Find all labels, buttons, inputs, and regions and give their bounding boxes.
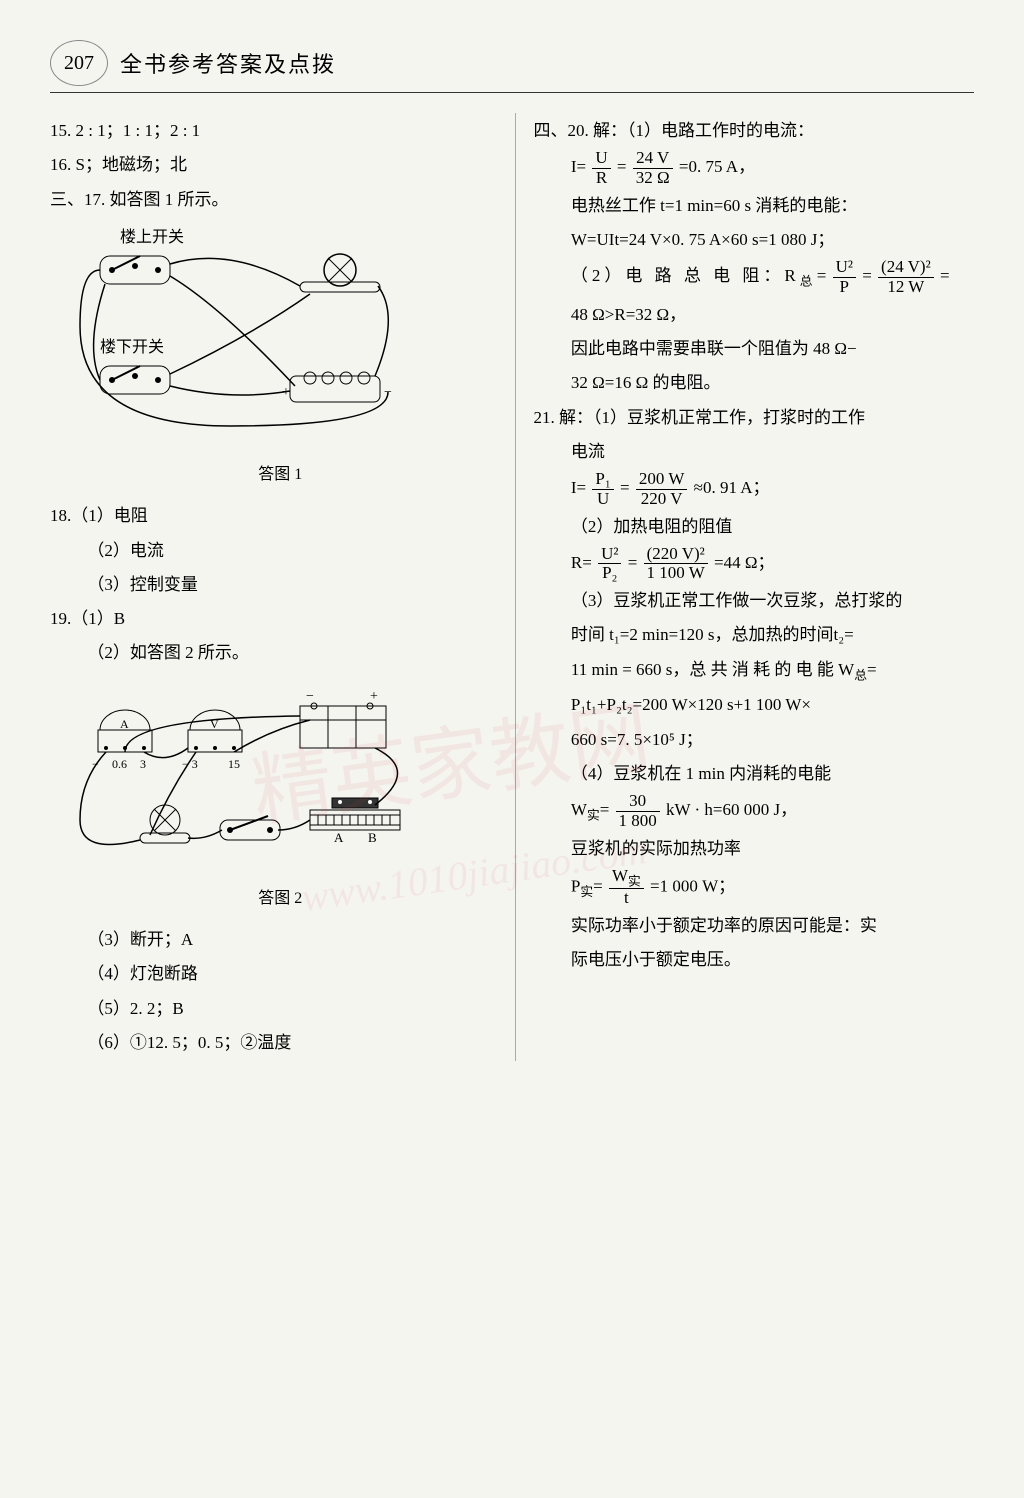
- rheostat-terminal-b: B: [368, 830, 377, 845]
- answer-17: 三、17. 如答图 1 所示。: [50, 184, 491, 216]
- formula-lhs: I=: [571, 157, 586, 176]
- text-line: 因此电路中需要串联一个阻值为 48 Ω−: [534, 333, 975, 365]
- fraction-icon: U²P: [833, 258, 856, 296]
- meter-scale-3: 3: [140, 757, 146, 771]
- answer-15: 15. 2 : 1；1 : 1；2 : 1: [50, 115, 491, 147]
- answer-18-2: （2）电流: [50, 535, 491, 567]
- text-line: （4）豆浆机在 1 min 内消耗的电能: [534, 758, 975, 790]
- formula-20-1: I= UR = 24 V32 Ω =0. 75 A，: [534, 149, 975, 187]
- page-number: 207: [50, 40, 108, 86]
- formula-rhs: =0. 75 A，: [679, 157, 755, 176]
- battery-minus: −: [306, 689, 314, 704]
- header: 207 全书参考答案及点拨: [50, 40, 974, 93]
- fraction-icon: 301 800: [616, 792, 660, 830]
- formula-21-4: P实= W实 t =1 000 W；: [534, 867, 975, 908]
- text-line: 电流: [534, 436, 975, 468]
- svg-text:A: A: [120, 717, 129, 731]
- rheostat-terminal-a: A: [334, 830, 344, 845]
- label-downstairs-switch: 楼下开关: [100, 338, 164, 356]
- fraction-icon: P₁U: [592, 470, 613, 508]
- answer-19-3: （3）断开；A: [50, 924, 491, 956]
- circuit-diagram-1: 楼上开关 楼下开关: [70, 226, 410, 456]
- answer-21-1: 21. 解：（1）豆浆机正常工作，打浆时的工作: [534, 402, 975, 434]
- fraction-icon: W实 t: [609, 867, 644, 908]
- answer-19-4: （4）灯泡断路: [50, 958, 491, 990]
- answer-19-6: （6）①12. 5；0. 5；②温度: [50, 1027, 491, 1059]
- meter-scale-15: 15: [228, 757, 240, 771]
- text-line: 660 s=7. 5×10⁵ J；: [534, 724, 975, 756]
- fraction-icon: UR: [592, 149, 610, 187]
- fraction-icon: (220 V)²1 100 W: [644, 545, 708, 583]
- meter-scale-0.6: 0.6: [112, 757, 127, 771]
- text-line: 际电压小于额定电压。: [534, 944, 975, 976]
- fraction-icon: 24 V32 Ω: [633, 149, 673, 187]
- text-line: 32 Ω=16 Ω 的电阻。: [534, 367, 975, 399]
- fraction-icon: (24 V)²12 W: [878, 258, 934, 296]
- answer-19-2: （2）如答图 2 所示。: [50, 637, 491, 669]
- formula-text: （2）电 路 总 电 阻：R: [571, 266, 800, 285]
- text-line: 豆浆机的实际加热功率: [534, 833, 975, 865]
- formula-21-1: I= P₁U = 200 W220 V ≈0. 91 A；: [534, 470, 975, 508]
- battery-plus: +: [370, 689, 378, 704]
- answer-16: 16. S；地磁场；北: [50, 149, 491, 181]
- text-line: 48 Ω>R=32 Ω，: [534, 299, 975, 331]
- text-line: 实际功率小于额定功率的原因可能是：实: [534, 910, 975, 942]
- figure-1-caption: 答图 1: [70, 460, 491, 490]
- fraction-icon: U²P₂: [598, 545, 621, 583]
- formula-21-3: W实= 301 800 kW · h=60 000 J，: [534, 792, 975, 830]
- left-column: 15. 2 : 1；1 : 1；2 : 1 16. S；地磁场；北 三、17. …: [50, 113, 491, 1061]
- right-column: 四、20. 解：（1）电路工作时的电流： I= UR = 24 V32 Ω =0…: [515, 113, 975, 1061]
- text-line: 时间 t₁=2 min=120 s，总加热的时间t₂=: [534, 619, 975, 651]
- text-line: 11 min = 660 s，总 共 消 耗 的 电 能 W总=: [534, 654, 975, 688]
- formula-20-2: （2）电 路 总 电 阻：R总 = U²P = (24 V)²12 W =: [534, 258, 975, 296]
- text-line: 电热丝工作 t=1 min=60 s 消耗的电能：: [534, 190, 975, 222]
- answer-19-5: （5）2. 2；B: [50, 993, 491, 1025]
- text-line: W=UIt=24 V×0. 75 A×60 s=1 080 J；: [534, 224, 975, 256]
- content-columns: 15. 2 : 1；1 : 1；2 : 1 16. S；地磁场；北 三、17. …: [50, 113, 974, 1061]
- figure-2-caption: 答图 2: [70, 884, 491, 914]
- label-upstairs-switch: 楼上开关: [120, 228, 184, 246]
- page: 207 全书参考答案及点拨 15. 2 : 1；1 : 1；2 : 1 16. …: [0, 0, 1024, 1101]
- figure-1: 楼上开关 楼下开关: [70, 226, 491, 490]
- answer-18-3: （3）控制变量: [50, 569, 491, 601]
- text-line: （3）豆浆机正常工作做一次豆浆，总打浆的: [534, 585, 975, 617]
- formula-21-2: R= U²P₂ = (220 V)²1 100 W =44 Ω；: [534, 545, 975, 583]
- circuit-diagram-2: A − 0.6 3 V − 3 15 − +: [70, 680, 430, 880]
- header-title: 全书参考答案及点拨: [120, 47, 336, 79]
- answer-20-1: 四、20. 解：（1）电路工作时的电流：: [534, 115, 975, 147]
- text-line: P₁t₁+P₂t₂=200 W×120 s+1 100 W×: [534, 689, 975, 721]
- text-line: （2）加热电阻的阻值: [534, 511, 975, 543]
- answer-18-1: 18.（1）电阻: [50, 500, 491, 532]
- answer-19-1: 19.（1）B: [50, 603, 491, 635]
- fraction-icon: 200 W220 V: [636, 470, 688, 508]
- figure-2: A − 0.6 3 V − 3 15 − +: [70, 680, 491, 914]
